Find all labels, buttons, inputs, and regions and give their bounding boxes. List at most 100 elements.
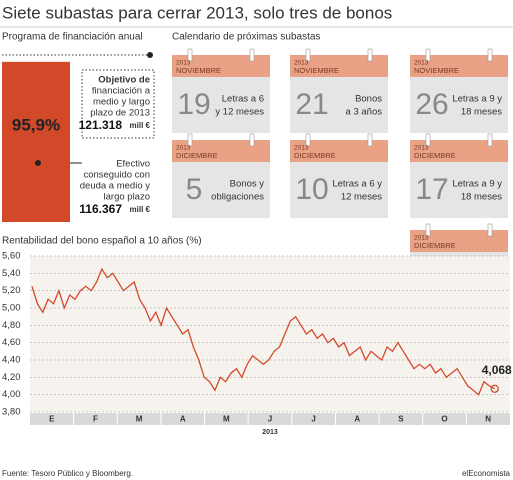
card-day: 26 [415,88,448,121]
x-tick-label: A [354,415,360,424]
objective-text: plazo de 2013 [90,108,150,119]
card-year: 2013 [176,145,191,152]
card-day: 21 [295,88,328,121]
card-ring [249,48,255,62]
plot-bg [30,256,510,412]
achieved-text: largo plazo [104,192,150,203]
card-ring [425,48,431,62]
y-tick-label: 5,00 [2,303,21,314]
card-text: Letras a 6 [222,94,264,105]
card-day: 10 [295,173,328,206]
x-tick-label: M [136,415,143,424]
objective-unit: mill € [130,121,151,130]
yield-line [31,267,495,396]
card-month: DICIEMBRE [176,151,218,160]
card-year: 2013 [414,235,429,242]
month-band [30,413,510,425]
objective-amount: 121.318 [79,118,123,132]
x-tick-label: S [398,415,404,424]
percent-bar [2,61,70,222]
card-ring [367,48,373,62]
card-text: obligaciones [211,192,264,203]
card-month: DICIEMBRE [414,241,456,250]
y-tick-label: 4,60 [2,337,21,348]
card-header [172,140,270,162]
card-day: 5 [186,173,203,206]
card-text: Letras a 6 y [332,179,382,190]
objective-box [81,69,155,139]
source: Fuente: Tesoro Público y Bloomberg. [2,469,133,478]
card-text: Letras a 9 y [452,179,502,190]
card-month: NOVIEMBRE [176,66,221,75]
card-header [290,55,388,77]
y-tick-label: 4,20 [2,372,21,383]
chart-title: Rentabilidad del bono español a 10 años … [2,236,202,247]
page-title: Siete subastas para cerrar 2013, solo tr… [2,3,392,22]
card-ring [187,133,193,147]
card-header [410,140,508,162]
y-tick-label: 4,40 [2,355,21,366]
card-ring [305,48,311,62]
card-year: 2013 [176,60,191,67]
x-tick-label: M [223,415,230,424]
card-ring [187,48,193,62]
card-text: y 12 meses [215,107,264,118]
card-year: 2013 [414,60,429,67]
total-dot [147,52,153,58]
card-day: 17 [415,173,448,206]
program-heading: Programa de financiación anual [2,32,143,43]
y-tick-label: 5,40 [2,268,21,279]
card-header [172,55,270,77]
card-year: 2013 [294,60,309,67]
x-tick-label: A [180,415,186,424]
card-header [290,140,388,162]
achieved-text: conseguido con [83,170,150,181]
x-tick-label: J [311,415,315,424]
y-tick-label: 5,60 [2,251,21,262]
x-tick-label: E [49,415,55,424]
card-month: DICIEMBRE [414,151,456,160]
card-month: DICIEMBRE [294,151,336,160]
card-text: Letras a 9 y [452,94,502,105]
last-value-label: 4,068 [482,363,512,377]
card-month: NOVIEMBRE [294,66,339,75]
card-day: 19 [177,88,210,121]
objective-text: Objetivo de [98,75,150,86]
brand: elEconomista [462,469,511,478]
y-tick-label: 4,00 [2,389,21,400]
card-header [410,230,508,252]
card-text: Bonos [355,94,382,105]
card-ring [425,223,431,237]
y-tick-label: 4,80 [2,320,21,331]
card-ring [249,133,255,147]
x-tick-label: F [93,415,98,424]
card-month: NOVIEMBRE [414,66,459,75]
achieved-text: Efectivo [116,159,150,170]
card-ring [425,133,431,147]
objective-text: medio y largo [93,97,150,108]
calendar-heading: Calendario de próximas subastas [172,32,320,43]
year-label: 2013 [262,429,278,436]
x-tick-label: J [268,415,272,424]
card-text: a 3 años [346,107,383,118]
card-ring [487,48,493,62]
achieved-unit: mill € [130,205,151,214]
achieved-amount: 116.367 [79,202,122,216]
achieved-dot [35,160,41,166]
card-text: 12 meses [341,192,382,203]
percent-label: 95,9% [12,115,60,134]
card-text: Bonos y [230,179,265,190]
achieved-text: deuda a medio y [80,181,150,192]
x-tick-label: O [441,415,447,424]
y-tick-label: 5,20 [2,285,21,296]
card-ring [487,133,493,147]
card-text: 18 meses [461,107,502,118]
card-ring [367,133,373,147]
y-tick-label: 3,80 [2,407,21,418]
card-ring [487,223,493,237]
card-text: 18 meses [461,192,502,203]
card-year: 2013 [294,145,309,152]
card-header [410,55,508,77]
x-tick-label: N [485,415,491,424]
